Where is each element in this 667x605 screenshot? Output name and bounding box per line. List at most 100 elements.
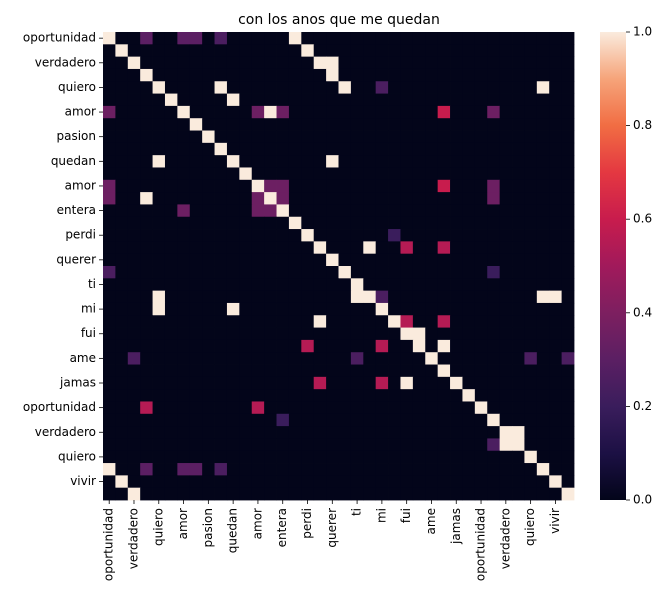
heatmap-cell: [202, 352, 215, 365]
heatmap-cell: [425, 56, 439, 70]
heatmap-cell: [450, 118, 463, 131]
heatmap-cell: [288, 278, 302, 292]
heatmap-cell: [202, 315, 215, 328]
heatmap-cell: [549, 487, 562, 501]
heatmap-cell: [251, 155, 265, 168]
heatmap-cell: [140, 229, 153, 242]
heatmap-cell: [412, 450, 426, 464]
heatmap-cell: [561, 302, 575, 316]
heatmap-cell: [388, 426, 401, 439]
heatmap-cell: [264, 68, 277, 82]
heatmap-cell: [103, 426, 116, 439]
heatmap-cell: [226, 290, 240, 304]
heatmap-cell: [152, 450, 166, 464]
heatmap-cell: [115, 216, 129, 230]
heatmap-cell: [487, 266, 501, 279]
heatmap-cell: [264, 118, 277, 131]
heatmap-cell: [152, 401, 166, 415]
heatmap-cell: [226, 475, 240, 489]
heatmap-cell: [152, 487, 166, 501]
heatmap-cell: [288, 487, 302, 501]
heatmap-cell: [536, 266, 550, 279]
heatmap-cell: [127, 389, 141, 402]
x-tick-label: ti: [350, 508, 364, 516]
heatmap-cell: [425, 93, 439, 107]
heatmap-cell: [164, 118, 178, 131]
heatmap-cell: [549, 290, 562, 304]
heatmap-cell: [301, 413, 315, 427]
heatmap-cell: [499, 167, 513, 181]
heatmap-cell: [264, 389, 277, 402]
heatmap-cell: [350, 142, 364, 156]
heatmap-cell: [487, 81, 501, 94]
heatmap-cell: [536, 130, 550, 144]
heatmap-cell: [226, 364, 240, 378]
heatmap-cell: [152, 56, 166, 70]
heatmap-cell: [412, 389, 426, 402]
heatmap-cell: [549, 93, 562, 107]
heatmap-cell: [288, 192, 302, 205]
heatmap-cell: [239, 487, 253, 501]
heatmap-cell: [412, 155, 426, 168]
heatmap-cell: [164, 266, 178, 279]
heatmap-cell: [375, 241, 389, 255]
heatmap-cell: [226, 81, 240, 94]
heatmap-cell: [164, 241, 178, 255]
heatmap-cell: [536, 142, 550, 156]
heatmap-cell: [400, 192, 414, 205]
heatmap-cell: [462, 327, 476, 341]
heatmap-cell: [189, 475, 203, 489]
heatmap-cell: [239, 32, 253, 45]
heatmap-cell: [313, 302, 327, 316]
heatmap-cell: [450, 155, 463, 168]
heatmap-cell: [499, 179, 513, 193]
heatmap-cell: [450, 339, 463, 353]
heatmap-cell: [152, 179, 166, 193]
heatmap-cell: [226, 167, 240, 181]
heatmap-cell: [226, 155, 240, 168]
heatmap-cell: [375, 216, 389, 230]
heatmap-cell: [412, 81, 426, 94]
heatmap-cell: [214, 68, 228, 82]
heatmap-cell: [437, 192, 451, 205]
heatmap-cell: [202, 155, 215, 168]
heatmap-cell: [313, 401, 327, 415]
heatmap-cell: [251, 352, 265, 365]
heatmap-cell: [412, 68, 426, 82]
heatmap-cell: [549, 32, 562, 45]
heatmap-cell: [164, 204, 178, 218]
heatmap-cell: [115, 278, 129, 292]
heatmap-cell: [152, 130, 166, 144]
heatmap-cell: [524, 413, 538, 427]
heatmap-cell: [400, 266, 414, 279]
heatmap-cells: [103, 32, 575, 501]
heatmap-cell: [549, 352, 562, 365]
heatmap-cell: [264, 32, 277, 45]
heatmap-cell: [363, 364, 377, 378]
heatmap-cell: [561, 389, 575, 402]
heatmap-cell: [251, 44, 265, 58]
heatmap-cell: [450, 229, 463, 242]
heatmap-cell: [313, 266, 327, 279]
heatmap-cell: [202, 93, 215, 107]
heatmap-cell: [251, 475, 265, 489]
heatmap-cell: [474, 315, 488, 328]
heatmap-cell: [326, 413, 339, 427]
heatmap-cell: [524, 241, 538, 255]
heatmap-cell: [326, 93, 339, 107]
heatmap-cell: [400, 216, 414, 230]
heatmap-cell: [140, 438, 153, 452]
heatmap-cell: [338, 352, 352, 365]
heatmap-cell: [264, 376, 277, 390]
heatmap-cell: [189, 167, 203, 181]
heatmap-cell: [177, 93, 191, 107]
heatmap-cell: [152, 118, 166, 131]
y-tick-label: oportunidad: [23, 400, 96, 414]
heatmap-cell: [115, 352, 129, 365]
heatmap-cell: [177, 426, 191, 439]
heatmap-cell: [450, 179, 463, 193]
heatmap-cell: [512, 105, 525, 119]
heatmap-cell: [313, 32, 327, 45]
heatmap-cell: [189, 179, 203, 193]
heatmap-cell: [189, 229, 203, 242]
